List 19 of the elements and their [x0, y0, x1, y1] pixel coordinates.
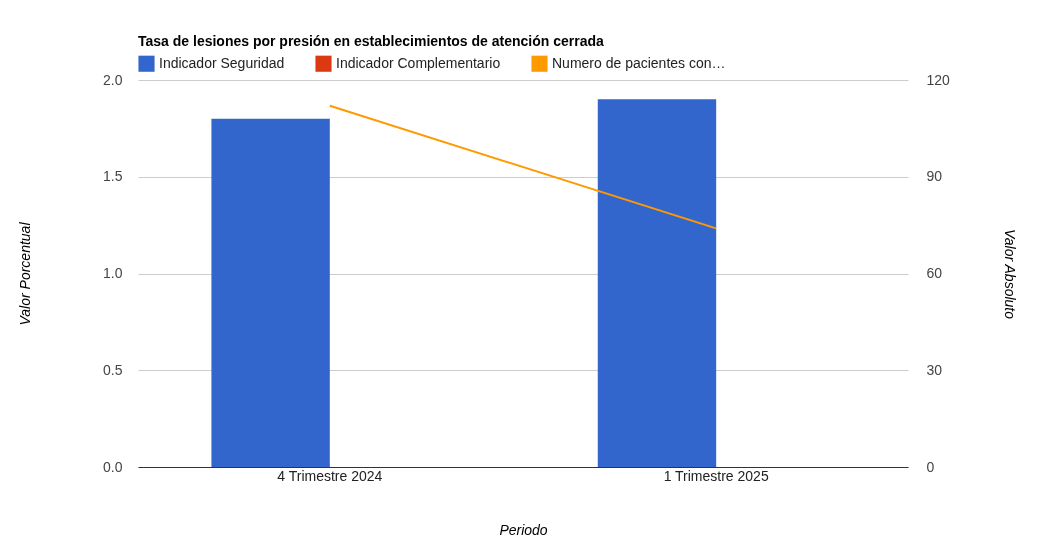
y-tick-label: 1.5 [103, 168, 123, 185]
legend-label: Indicador Complementario [336, 54, 501, 71]
x-tick-label: 4 Trimestre 2024 [277, 467, 383, 484]
x-tick-label: 1 Trimestre 2025 [663, 467, 769, 484]
chart-title: Tasa de lesiones por presión en establecimientos de atención cerrada [138, 33, 605, 49]
y-tick-label: 0.5 [103, 361, 123, 378]
y2-tick-label: 120 [926, 71, 951, 88]
y-tick-label: 0.0 [103, 458, 123, 475]
y2-tick-label: 30 [926, 361, 943, 378]
y2-axis-title: Valor Absoluto [1001, 228, 1018, 320]
y2-tick-label: 90 [926, 168, 943, 185]
y2-tick-label: 0 [926, 458, 935, 475]
legend-label: Indicador Seguridad [159, 54, 285, 71]
y2-tick-label: 60 [926, 265, 943, 281]
legend-label: Numero de pacientes con… [552, 54, 726, 71]
x-axis-title: Periodo [499, 521, 548, 538]
y-axis-title: Valor Porcentual [17, 221, 34, 326]
y-tick-label: 1.0 [103, 265, 123, 281]
y-tick-label: 2.0 [103, 71, 123, 88]
